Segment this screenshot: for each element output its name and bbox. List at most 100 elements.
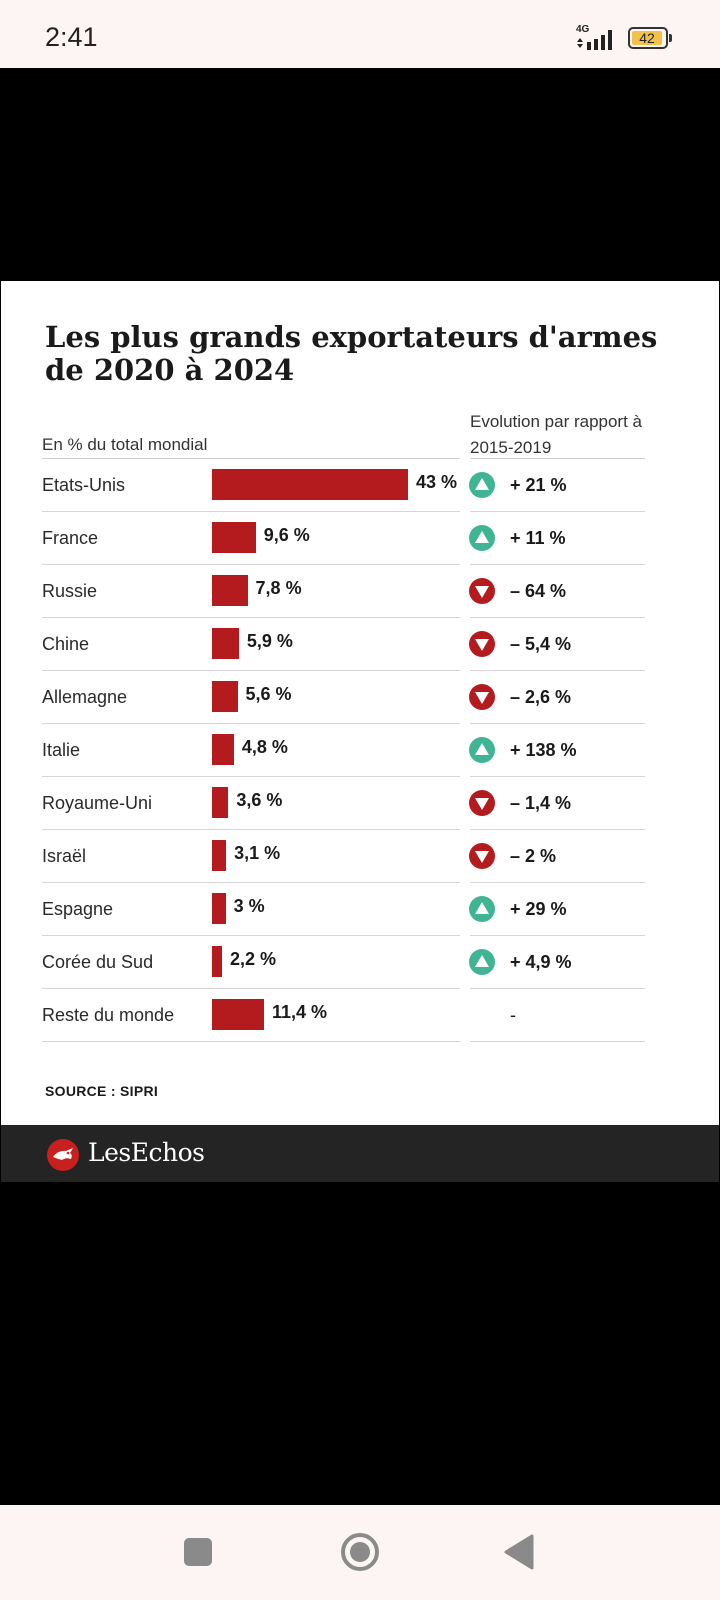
trend-down-icon: [469, 578, 495, 604]
bar: [212, 946, 223, 977]
chart-title: Les plus grands exportateurs d'armes de …: [45, 320, 658, 387]
battery-icon: 42: [628, 27, 668, 49]
network-type: 4G: [576, 24, 590, 35]
value-label: 43 %: [416, 472, 458, 492]
brand-name: LesEchos: [88, 1138, 205, 1167]
country-label: Italie: [42, 740, 81, 760]
trend-up-icon: [469, 949, 495, 975]
trend-up-icon: [469, 525, 495, 551]
country-label: Israël: [42, 846, 87, 866]
evolution-label: + 29 %: [510, 899, 567, 919]
row-divider: [42, 617, 460, 618]
country-label: Royaume-Uni: [42, 793, 153, 813]
brand-footer: LesEchos: [1, 1125, 719, 1182]
bar: [212, 999, 264, 1030]
value-label: 4,8 %: [241, 737, 288, 757]
table-row: Allemagne 5,6 % – 2,6 %: [1, 671, 719, 724]
chart-source: SOURCE : SIPRI: [45, 1083, 159, 1099]
row-divider: [470, 511, 645, 512]
trend-up-icon: [469, 472, 495, 498]
bar: [212, 840, 227, 871]
row-divider: [470, 670, 645, 671]
row-divider: [42, 564, 460, 565]
bar: [212, 628, 239, 659]
table-row: Reste du monde 11,4 % -: [1, 989, 719, 1042]
evolution-label: – 1,4 %: [510, 793, 572, 813]
evolution-header: Evolution par rapport à 2015-2019: [470, 412, 642, 457]
country-label: Allemagne: [42, 687, 128, 707]
table-row: Russie 7,8 % – 64 %: [1, 565, 719, 618]
table-row: Chine 5,9 % – 5,4 %: [1, 618, 719, 671]
row-divider: [470, 564, 645, 565]
evolution-label: – 2,6 %: [510, 687, 572, 707]
row-divider: [470, 882, 645, 883]
row-divider: [42, 723, 460, 724]
row-divider: [470, 723, 645, 724]
trend-up-icon: [469, 896, 495, 922]
evolution-label: + 4,9 %: [510, 952, 572, 972]
value-label: 3 %: [233, 896, 265, 916]
trend-down-icon: [469, 684, 495, 710]
country-label: Chine: [42, 634, 90, 654]
row-divider: [470, 935, 645, 936]
evolution-label: -: [510, 1005, 516, 1025]
row-divider: [42, 988, 460, 989]
country-label: Etats-Unis: [42, 475, 126, 495]
row-divider: [42, 776, 460, 777]
row-divider: [42, 1041, 460, 1042]
table-row: Etats-Unis 43 % + 21 %: [1, 459, 719, 512]
navigation-bar: [0, 1505, 720, 1600]
value-label: 5,9 %: [246, 631, 293, 651]
bar: [212, 522, 256, 553]
bar: [212, 734, 234, 765]
signal-icon: [577, 30, 612, 50]
value-label: 3,1 %: [234, 843, 281, 863]
back-icon[interactable]: [500, 1532, 540, 1572]
header-rule: [470, 458, 645, 459]
les-echos-logo-icon: [47, 1139, 79, 1171]
value-label: 2,2 %: [230, 949, 277, 969]
status-time: 2:41: [45, 22, 98, 52]
status-bar: 2:41 4G 42: [0, 0, 720, 68]
table-row: France 9,6 % + 11 %: [1, 512, 719, 565]
table-row: Corée du Sud 2,2 % + 4,9 %: [1, 936, 719, 989]
table-row: Italie 4,8 % + 138 %: [1, 724, 719, 777]
country-label: Russie: [42, 581, 98, 601]
country-label: France: [42, 528, 99, 548]
bar: [212, 575, 248, 606]
row-divider: [42, 670, 460, 671]
value-label: 9,6 %: [263, 525, 310, 545]
evolution-label: – 2 %: [510, 846, 557, 866]
battery-level: 42: [639, 30, 655, 46]
country-label: Reste du monde: [42, 1005, 175, 1025]
evolution-label: – 5,4 %: [510, 634, 572, 654]
row-divider: [470, 829, 645, 830]
value-label: 5,6 %: [245, 684, 292, 704]
trend-down-icon: [469, 790, 495, 816]
row-divider: [42, 882, 460, 883]
evolution-label: + 21 %: [510, 475, 567, 495]
table-row: Espagne 3 % + 29 %: [1, 883, 719, 936]
table-row: Israël 3,1 % – 2 %: [1, 830, 719, 883]
trend-down-icon: [469, 631, 495, 657]
value-label: 11,4 %: [271, 1002, 327, 1022]
value-label: 3,6 %: [236, 790, 283, 810]
evolution-label: + 11 %: [510, 528, 566, 548]
country-label: Espagne: [42, 899, 114, 919]
bar: [212, 469, 408, 500]
evolution-label: + 138 %: [510, 740, 577, 760]
bar: [212, 787, 229, 818]
row-divider: [42, 829, 460, 830]
bar: [212, 893, 226, 924]
row-divider: [42, 935, 460, 936]
value-label: 7,8 %: [255, 578, 302, 598]
trend-up-icon: [469, 737, 495, 763]
row-divider: [470, 617, 645, 618]
infographic-card: Les plus grands exportateurs d'armes de …: [1, 281, 719, 1125]
header-rule: [42, 458, 460, 459]
table-row: Royaume-Uni 3,6 % – 1,4 %: [1, 777, 719, 830]
trend-down-icon: [469, 843, 495, 869]
row-divider: [470, 1041, 645, 1042]
home-icon[interactable]: [340, 1532, 380, 1572]
recent-apps-icon[interactable]: [178, 1532, 218, 1572]
